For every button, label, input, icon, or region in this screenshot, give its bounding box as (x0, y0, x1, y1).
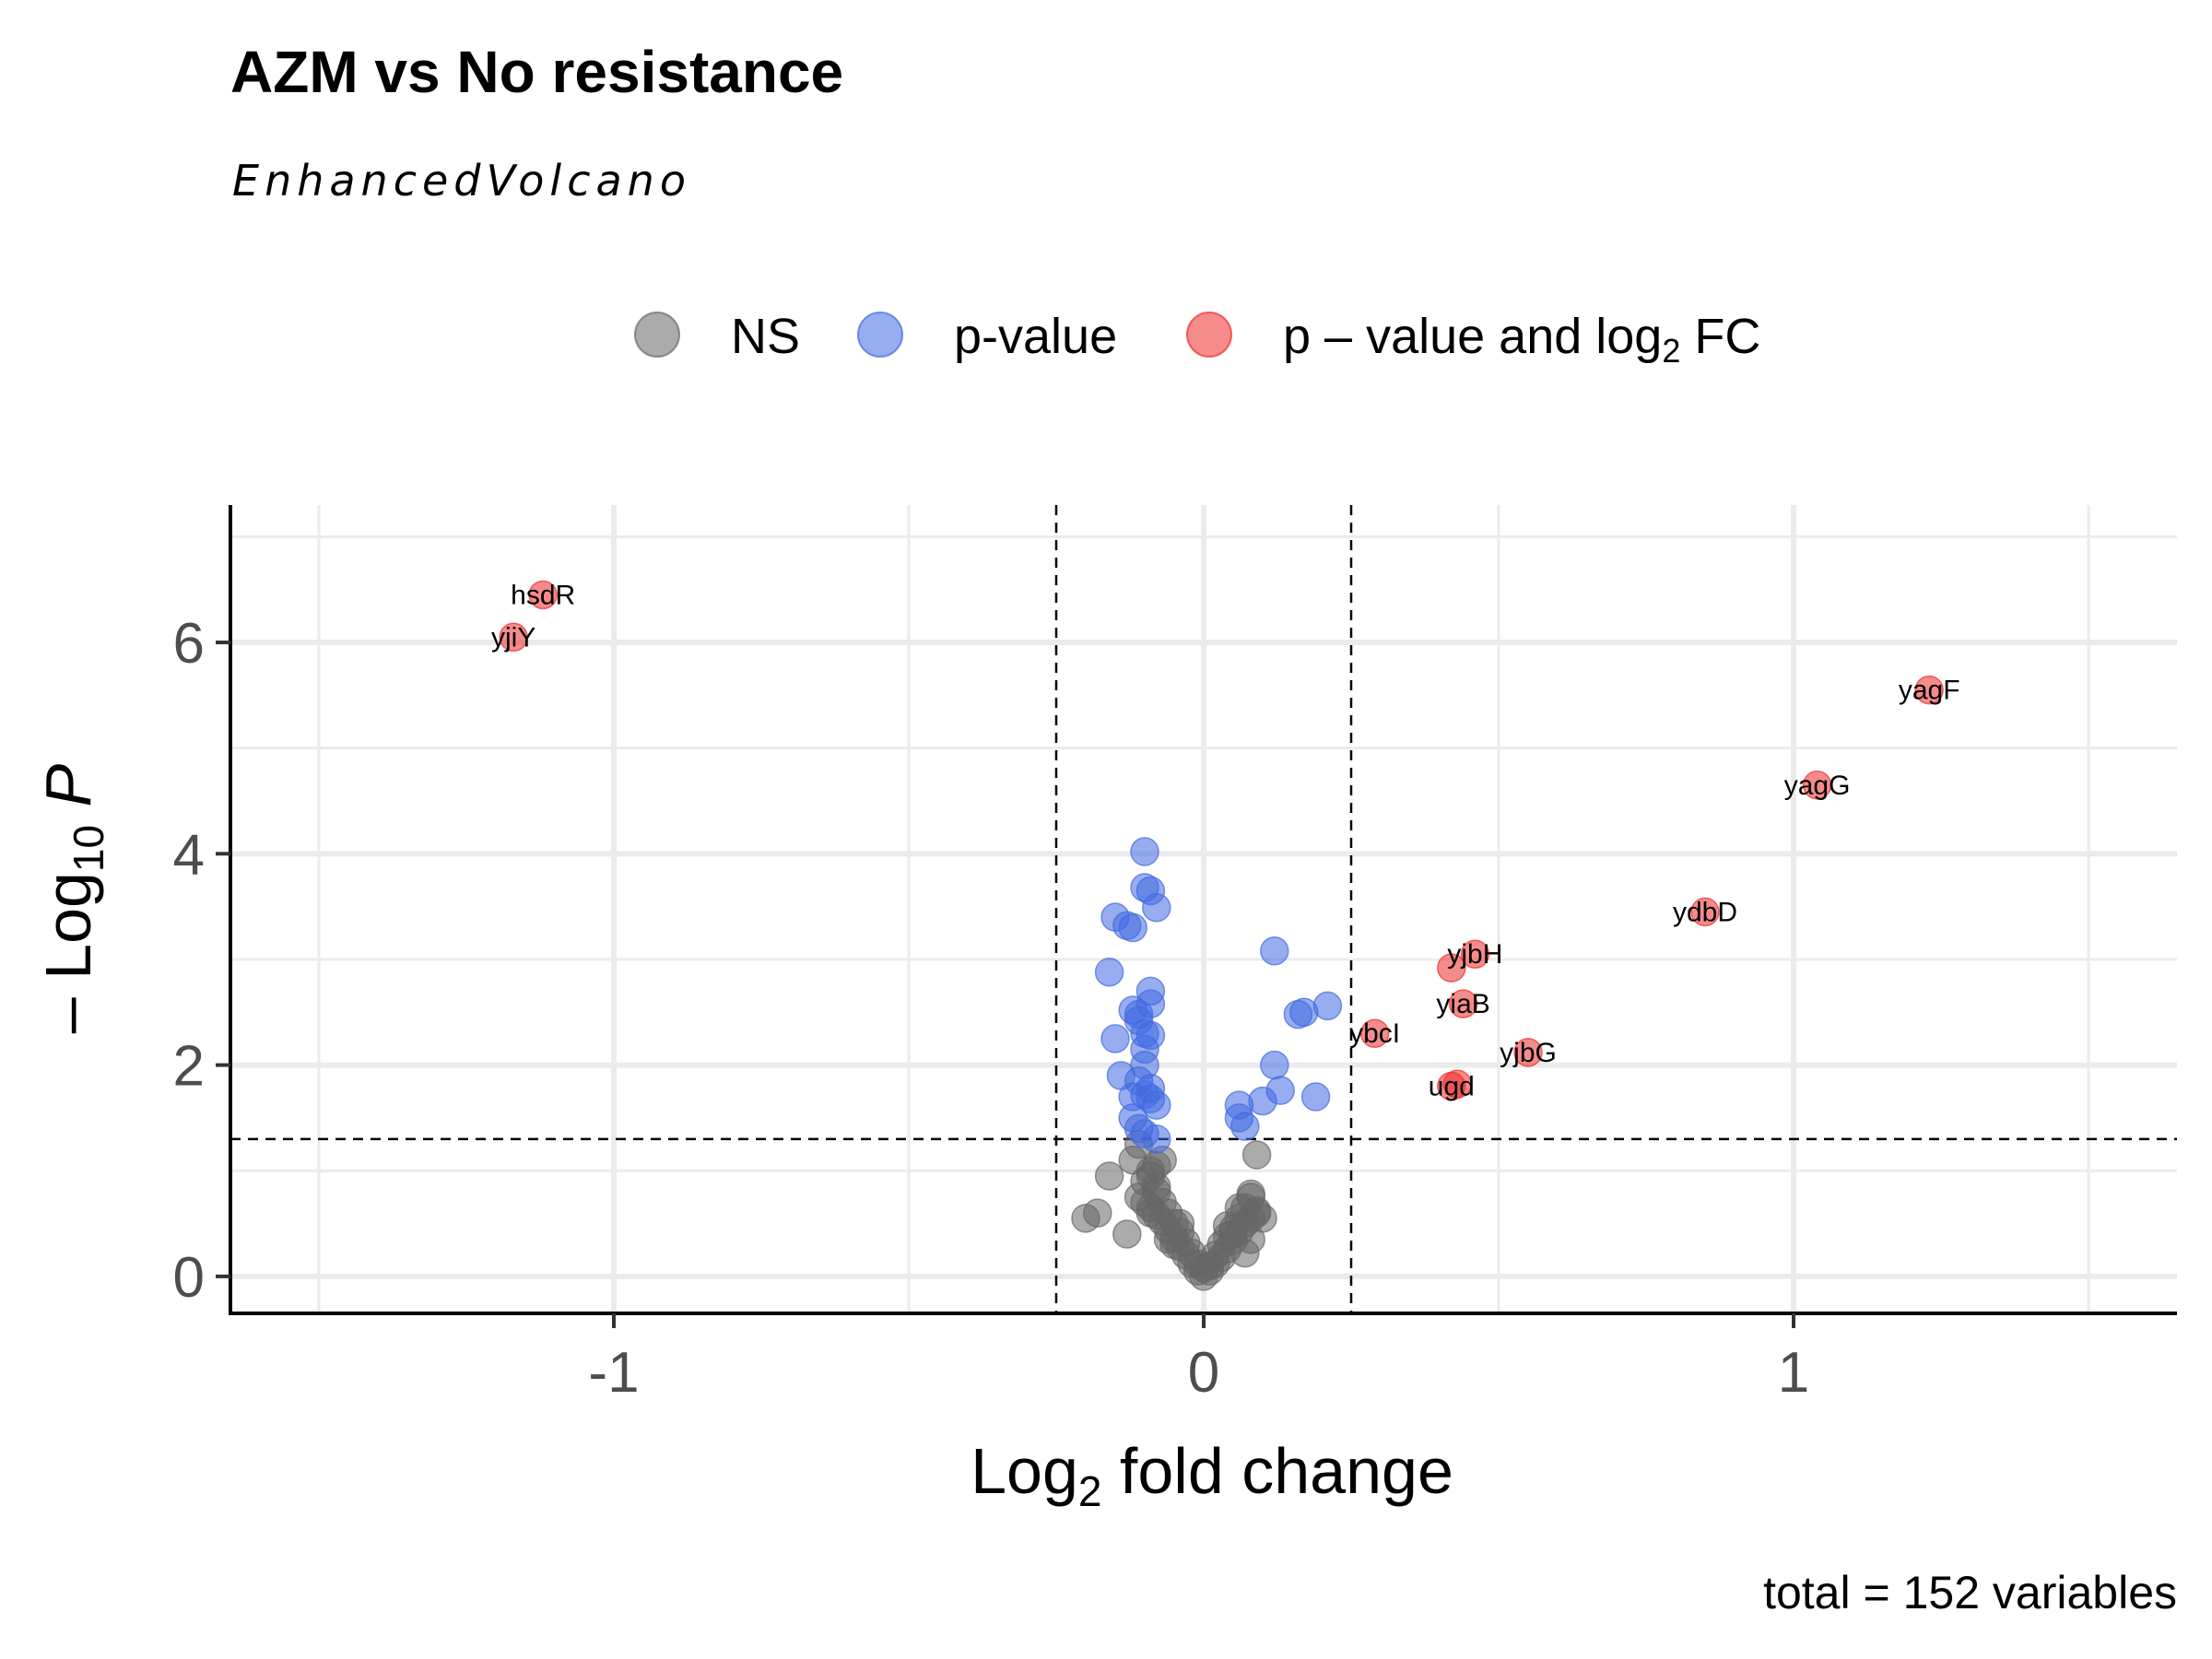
gene-label-yjbH: yjbH (1447, 939, 1502, 970)
major-grid (230, 505, 2177, 1313)
point-s2-3 (1802, 771, 1832, 800)
y-axis-ticks: 0 2 4 6 (173, 612, 230, 1310)
point-s1-29 (1260, 936, 1289, 966)
y-axis-title: – Log10 P (32, 763, 112, 1033)
point-s2-5 (1460, 939, 1490, 969)
x-axis-title: Log2 fold change (971, 1435, 1453, 1515)
legend-key-p (857, 312, 903, 358)
gene-label-ydbD: ydbD (1673, 897, 1737, 927)
legend: NS p-value p – value and log2 FC (634, 309, 1760, 370)
point-s1-33 (1260, 1050, 1289, 1080)
y-tick-label-0: 0 (173, 1246, 205, 1310)
y-tick-label-1: 2 (173, 1035, 205, 1099)
point-s2-2 (1914, 675, 1944, 705)
data-points (499, 580, 1944, 1291)
point-s0-40 (1112, 1219, 1142, 1249)
caption: total = 152 variables (1763, 1567, 2177, 1618)
point-s0-62 (1135, 1161, 1166, 1191)
x-tick-label-2: 1 (1778, 1341, 1809, 1405)
y-tick-label-2: 4 (173, 823, 205, 887)
point-s2-1 (499, 622, 528, 653)
cutoff-lines (230, 505, 2177, 1313)
y-tick-label-3: 6 (173, 612, 205, 676)
point-s0-43 (1071, 1204, 1100, 1233)
point-s0-60 (1135, 1198, 1166, 1228)
gene-label-yjiY: yjiY (491, 622, 535, 653)
legend-label-pfc: p – value and log2 FC (1283, 309, 1760, 370)
gene-labels: hsdR yjiY yagF yagG ydbD yjbH yiaB ybcI yjbG ugd (491, 580, 1960, 1101)
point-s2-9 (1513, 1038, 1543, 1067)
point-s1-6 (1118, 912, 1147, 943)
gene-label-yiaB: yiaB (1436, 989, 1489, 1019)
chart-title: AZM vs No resistance (230, 39, 843, 105)
gene-label-yjbG: yjbG (1500, 1038, 1557, 1068)
point-s2-4 (1690, 897, 1720, 927)
legend-label-ns: NS (731, 309, 800, 364)
point-s2-0 (528, 580, 558, 610)
point-s1-36 (1248, 1086, 1277, 1116)
x-tick-label-1: 0 (1188, 1341, 1219, 1405)
point-s1-7 (1094, 957, 1124, 987)
point-s0-59 (1212, 1211, 1242, 1241)
point-s1-0 (1130, 837, 1159, 866)
point-s0-41 (1094, 1161, 1124, 1191)
point-s2-6 (1437, 953, 1466, 982)
point-s2-11 (1442, 1069, 1472, 1099)
point-s1-14 (1100, 1024, 1130, 1053)
point-s1-39 (1230, 1112, 1260, 1141)
x-tick-label-0: -1 (588, 1341, 639, 1405)
gene-label-yagF: yagF (1899, 676, 1960, 706)
legend-label-p: p-value (954, 309, 1117, 364)
point-s1-25 (1142, 1090, 1171, 1120)
point-s0-52 (1241, 1140, 1272, 1170)
point-s1-3 (1142, 893, 1171, 923)
point-s1-28 (1142, 1124, 1171, 1154)
legend-key-pfc (1186, 312, 1232, 358)
gene-label-ugd: ugd (1429, 1072, 1475, 1102)
gene-label-hsdR: hsdR (511, 580, 575, 610)
point-s0-58 (1165, 1208, 1195, 1239)
point-s2-7 (1448, 989, 1478, 1018)
x-axis-ticks: -1 0 1 (588, 1313, 1809, 1405)
legend-key-ns (634, 312, 680, 358)
point-s1-32 (1312, 991, 1343, 1021)
chart-subtitle: EnhancedVolcano (232, 156, 691, 206)
point-s2-8 (1359, 1018, 1390, 1048)
point-s1-35 (1300, 1082, 1331, 1112)
gene-label-ybcI: ybcI (1349, 1018, 1400, 1049)
gene-label-yagG: yagG (1784, 771, 1851, 801)
